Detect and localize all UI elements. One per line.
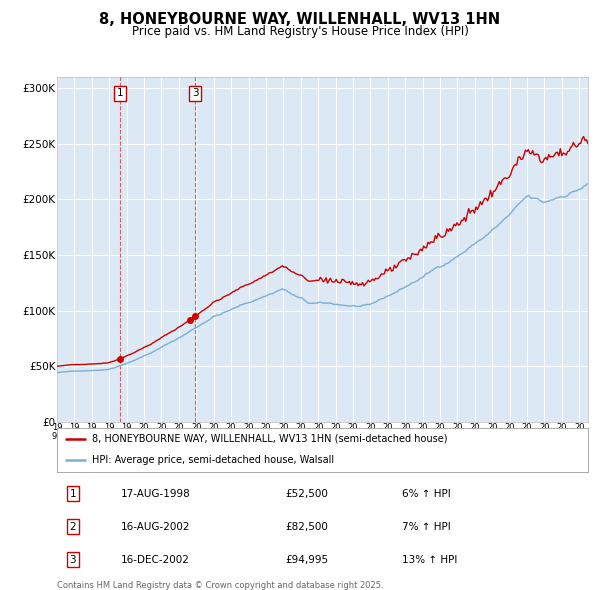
Text: 16-DEC-2002: 16-DEC-2002: [121, 555, 190, 565]
Text: 2: 2: [70, 522, 76, 532]
Text: 8, HONEYBOURNE WAY, WILLENHALL, WV13 1HN: 8, HONEYBOURNE WAY, WILLENHALL, WV13 1HN: [100, 12, 500, 27]
Text: £82,500: £82,500: [286, 522, 328, 532]
Text: 8, HONEYBOURNE WAY, WILLENHALL, WV13 1HN (semi-detached house): 8, HONEYBOURNE WAY, WILLENHALL, WV13 1HN…: [92, 434, 447, 444]
Text: 17-AUG-1998: 17-AUG-1998: [121, 489, 190, 499]
Text: £94,995: £94,995: [286, 555, 328, 565]
Text: 3: 3: [70, 555, 76, 565]
Text: 6% ↑ HPI: 6% ↑ HPI: [402, 489, 451, 499]
Text: 1: 1: [117, 88, 124, 99]
Text: 7% ↑ HPI: 7% ↑ HPI: [402, 522, 451, 532]
Text: 16-AUG-2002: 16-AUG-2002: [121, 522, 190, 532]
Text: 3: 3: [192, 88, 199, 99]
Text: 13% ↑ HPI: 13% ↑ HPI: [402, 555, 458, 565]
Text: £52,500: £52,500: [286, 489, 328, 499]
Text: 1: 1: [70, 489, 76, 499]
Text: Contains HM Land Registry data © Crown copyright and database right 2025.
This d: Contains HM Land Registry data © Crown c…: [57, 581, 383, 590]
Text: HPI: Average price, semi-detached house, Walsall: HPI: Average price, semi-detached house,…: [92, 455, 334, 464]
Text: Price paid vs. HM Land Registry's House Price Index (HPI): Price paid vs. HM Land Registry's House …: [131, 25, 469, 38]
